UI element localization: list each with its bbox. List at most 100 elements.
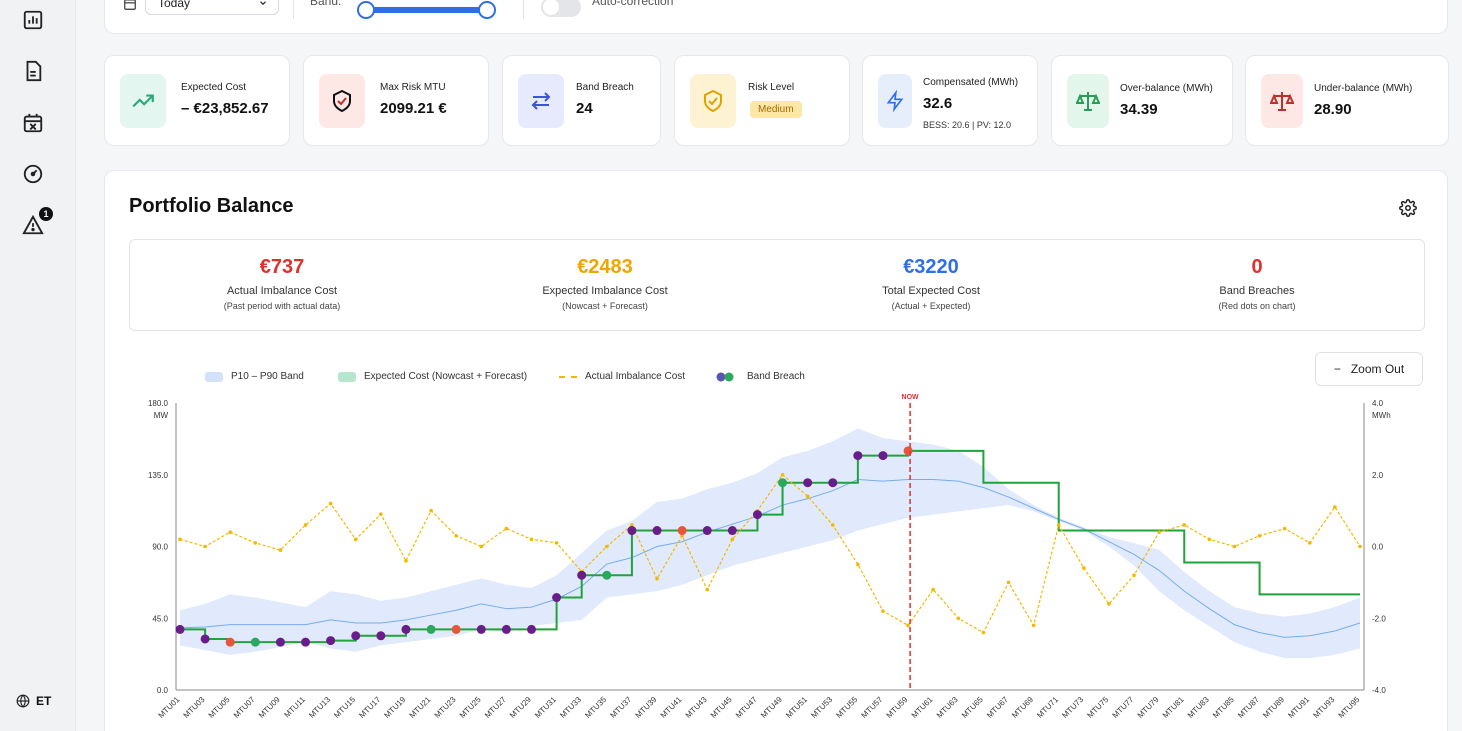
arrows-swap-icon	[518, 74, 564, 128]
main-content: Today Band: Auto-correction Expected Cos…	[76, 0, 1462, 731]
actual-point	[1207, 537, 1212, 542]
alert-icon[interactable]: 1	[21, 207, 53, 237]
actual-point	[856, 562, 860, 567]
actual-point	[780, 472, 785, 477]
trend-up-icon	[120, 74, 166, 128]
x-tick-label: MTU19	[382, 695, 407, 720]
legend-item-band[interactable]: P10 – P90 Band	[205, 371, 304, 382]
breach-point	[903, 446, 913, 456]
legend-label: Actual Imbalance Cost	[585, 371, 686, 382]
x-tick-label: MTU95	[1336, 695, 1361, 720]
actual-point	[278, 548, 283, 552]
left-tick-label: 135.0	[148, 471, 169, 480]
x-tick-label: MTU59	[885, 695, 910, 720]
alert-count-badge: 1	[39, 207, 53, 221]
x-tick-label: MTU89	[1261, 695, 1286, 720]
actual-point	[1157, 530, 1161, 534]
x-tick-label: MTU25	[458, 695, 483, 720]
band-slider-high-handle[interactable]	[478, 1, 496, 19]
kpi-card-over-balance: Over-balance (MWh) 34.39	[1051, 55, 1233, 146]
breach-point	[853, 451, 863, 461]
auto-correction-label: Auto-correction	[592, 0, 674, 8]
actual-point	[1006, 580, 1011, 585]
portfolio-balance-chart[interactable]: 180.0 135.0 90.0 45.0 0.0 MW 4.0 2.0 0.0 -2.0 -4.0…	[105, 171, 1449, 731]
document-icon[interactable]	[21, 59, 45, 83]
x-tick-label: MTU75	[1085, 695, 1110, 720]
breach-point	[376, 631, 386, 641]
x-tick-label: MTU73	[1060, 695, 1085, 720]
summary-breaches: 0 Band Breaches (Red dots on chart)	[1107, 256, 1407, 311]
x-tick-label: MTU31	[533, 695, 558, 720]
x-tick-label: MTU45	[709, 695, 734, 720]
kpi-value: 28.90	[1314, 101, 1352, 118]
cost-summary: €737 Actual Imbalance Cost (Past period …	[129, 239, 1425, 331]
x-tick-label: MTU37	[608, 695, 633, 720]
x-tick-label: MTU11	[282, 695, 307, 720]
gauge-icon[interactable]	[21, 162, 45, 186]
left-axis-unit: MW	[154, 411, 169, 420]
actual-point	[404, 559, 408, 563]
actual-point	[605, 544, 609, 549]
actual-point	[379, 512, 383, 517]
actual-point	[956, 616, 961, 621]
kpi-card-band-breach: Band Breach 24	[502, 55, 661, 146]
actual-point	[303, 523, 308, 527]
divider	[293, 0, 294, 19]
scale-icon	[1067, 74, 1109, 128]
zoom-out-button[interactable]: − Zoom Out	[1315, 352, 1423, 386]
scale-icon	[1261, 74, 1303, 128]
band-slider[interactable]	[365, 7, 489, 13]
legend-label: Expected Cost (Nowcast + Forecast)	[364, 371, 528, 382]
kpi-card-expected-cost: Expected Cost – €23,852.67	[104, 55, 290, 146]
actual-point	[630, 523, 634, 527]
legend-item-breach[interactable]: Band Breach	[715, 371, 805, 382]
actual-point	[353, 537, 358, 542]
kpi-card-under-balance: Under-balance (MWh) 28.90	[1245, 55, 1449, 146]
breach-point	[501, 624, 511, 634]
legend-label: P10 – P90 Band	[231, 371, 304, 382]
actual-point	[730, 537, 735, 542]
x-tick-label: MTU39	[634, 695, 659, 720]
x-tick-label: MTU83	[1186, 695, 1211, 720]
actual-point	[1232, 544, 1237, 549]
kpi-title: Over-balance (MWh)	[1120, 83, 1213, 94]
reports-icon[interactable]	[21, 8, 45, 32]
actual-point	[805, 494, 810, 499]
band-slider-low-handle[interactable]	[357, 1, 375, 19]
x-tick-label: MTU35	[583, 695, 608, 720]
breach-point	[250, 637, 260, 647]
actual-point	[328, 501, 333, 506]
kpi-title: Risk Level	[748, 82, 795, 93]
actual-point	[1333, 505, 1337, 509]
summary-label: Actual Imbalance Cost	[226, 285, 338, 297]
x-tick-label: MTU63	[935, 695, 960, 720]
calendar-x-icon[interactable]	[21, 111, 45, 135]
language-switcher[interactable]: ET	[16, 694, 51, 708]
actual-point	[981, 630, 986, 635]
gear-icon[interactable]	[1399, 199, 1417, 217]
globe-icon	[16, 694, 30, 708]
legend-item-expected[interactable]: Expected Cost (Nowcast + Forecast)	[338, 371, 527, 382]
x-tick-label: MTU81	[1161, 695, 1186, 720]
breach-point	[577, 570, 587, 580]
kpi-value: 2099.21 €	[380, 100, 447, 117]
legend-label: Band Breach	[747, 371, 805, 382]
breach-point	[351, 631, 361, 641]
breach-point	[175, 624, 185, 634]
date-select[interactable]: Today	[145, 0, 279, 15]
portfolio-balance-panel: Portfolio Balance €737 Actual Imbalance …	[104, 170, 1448, 731]
legend-item-actual[interactable]: Actual Imbalance Cost	[559, 371, 685, 382]
bolt-icon	[878, 74, 912, 128]
actual-point	[529, 537, 534, 542]
kpi-card-risk-level: Risk Level Medium	[674, 55, 850, 146]
x-tick-label: MTU17	[357, 695, 382, 720]
actual-point	[1257, 533, 1262, 538]
breach-point	[778, 478, 788, 488]
actual-point	[554, 541, 559, 545]
auto-correction-toggle[interactable]	[541, 0, 581, 17]
language-label: ET	[36, 694, 52, 708]
actual-swatch	[559, 375, 577, 378]
breach-point	[476, 624, 486, 634]
chevron-down-icon	[260, 1, 266, 6]
actual-point	[479, 544, 484, 549]
